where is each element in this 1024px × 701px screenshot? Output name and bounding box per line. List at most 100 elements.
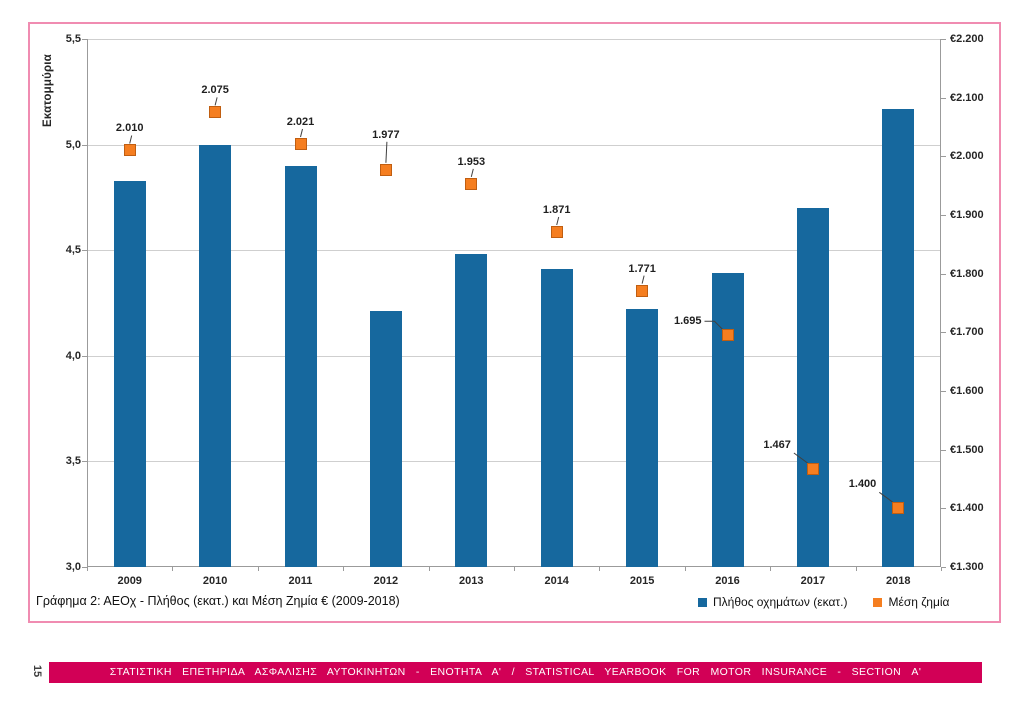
marker-2014 (550, 226, 563, 238)
marker-2013 (465, 177, 478, 190)
right-axis-line (940, 39, 941, 567)
leader-line (385, 141, 388, 163)
x-axis-label-2011: 2011 (288, 575, 313, 587)
data-label-2013: 1.953 (457, 155, 486, 168)
x-axis-line (87, 566, 941, 567)
right-axis-tick-label: €1.700 (950, 326, 984, 339)
marker-2010 (209, 106, 222, 119)
leader-line (300, 128, 303, 138)
left-axis-tick (82, 39, 87, 40)
marker-2016 (721, 329, 734, 342)
right-axis-tick (941, 508, 946, 510)
leader-line (704, 320, 725, 332)
legend-swatch-blue (698, 597, 707, 607)
data-label-2011: 2.021 (286, 116, 315, 128)
marker-2012 (379, 163, 392, 176)
data-label-2015: 1.771 (628, 262, 656, 275)
bar-2010 (199, 144, 232, 567)
x-axis-label-2017: 2017 (800, 575, 826, 587)
x-axis-label-2012: 2012 (373, 575, 399, 587)
left-axis-title: Εκατομμύρια (42, 54, 54, 128)
x-axis-tick (599, 567, 601, 571)
x-axis-label-2016: 2016 (715, 575, 740, 587)
leader-line (641, 275, 645, 284)
bar-2018 (882, 108, 915, 567)
x-axis-tick (257, 567, 259, 571)
left-axis-tick (82, 567, 87, 568)
right-axis-tick-label: €1.500 (950, 443, 984, 456)
x-axis-tick (87, 567, 88, 571)
marker-2011 (294, 138, 307, 150)
leader-line (214, 97, 218, 106)
legend-label-average-claim: Μέση ζημία (888, 595, 950, 609)
x-axis-tick (770, 567, 772, 571)
gridline (87, 39, 941, 40)
right-axis-tick (941, 97, 946, 99)
bar-2009 (113, 180, 146, 567)
legend-swatch-orange (873, 597, 883, 607)
right-axis-tick (941, 391, 946, 392)
right-axis-tick-label: €1.300 (950, 561, 984, 573)
gridline (87, 144, 941, 146)
chart-frame: Εκατομμύρια 2.010 2.075 2.021 1.977 1.953 1.8… (28, 22, 1001, 623)
legend-item-vehicle-count: Πλήθος οχημάτων (εκατ.) (698, 595, 847, 609)
x-axis-label-2009: 2009 (117, 575, 142, 587)
bar-2014 (540, 269, 573, 567)
left-axis-line (87, 39, 88, 567)
bar-2012 (369, 311, 402, 567)
left-axis-tick-label: 5,0 (65, 138, 81, 151)
right-axis-tick-label: €1.800 (950, 267, 984, 280)
footer-banner: ΣΤΑΤΙΣΤΙΚΗ ΕΠΕΤΗΡΙΔΑ ΑΣΦΑΛΙΣΗΣ ΑΥΤΟΚΙΝΗΤ… (49, 662, 982, 683)
bar-2017 (796, 207, 829, 567)
gridline (87, 355, 941, 357)
right-axis-tick (941, 567, 946, 568)
data-label-2016: 1.695 (673, 315, 702, 328)
x-axis-tick (428, 567, 430, 571)
marker-2015 (636, 284, 649, 297)
left-axis-tick (82, 461, 87, 463)
right-axis-tick (941, 156, 946, 158)
chart-caption: Γράφημα 2: ΑΕΟχ - Πλήθος (εκατ.) και Μέσ… (36, 594, 400, 608)
marker-2009 (123, 144, 136, 157)
right-axis-tick (941, 332, 946, 334)
left-axis-tick-label: 3,5 (65, 455, 81, 468)
left-axis-tick (82, 355, 87, 357)
x-axis-label-2018: 2018 (886, 575, 911, 587)
x-axis-label-2010: 2010 (202, 575, 228, 587)
plot-area: 2.010 2.075 2.021 1.977 1.953 1.871 1.771 1.695… (82, 39, 946, 571)
right-axis-tick (941, 39, 946, 40)
x-axis-tick (941, 567, 942, 571)
x-axis-tick (514, 567, 515, 571)
leader-line (470, 168, 474, 178)
legend-item-average-claim: Μέση ζημία (873, 595, 950, 609)
data-label-2017: 1.467 (763, 439, 791, 452)
legend: Πλήθος οχημάτων (εκατ.) Μέση ζημία (698, 595, 950, 609)
right-axis-tick-label: €1.400 (950, 502, 984, 515)
right-axis-tick-label: €2.100 (950, 91, 984, 104)
x-axis-label-2015: 2015 (629, 575, 655, 587)
bar-2016 (711, 273, 744, 567)
right-axis-tick-label: €1.600 (950, 385, 984, 397)
left-axis-tick-label: 5,5 (65, 33, 81, 45)
bar-2013 (455, 254, 488, 567)
right-axis-tick-label: €2.200 (950, 33, 984, 45)
left-axis-tick-label: 3,0 (65, 561, 81, 573)
leader-line (556, 216, 560, 226)
data-label-2014: 1.871 (542, 204, 571, 216)
left-axis-tick-label: 4,0 (65, 349, 81, 362)
legend-label-vehicle-count: Πλήθος οχημάτων (εκατ.) (713, 595, 848, 609)
right-axis-tick (941, 449, 946, 451)
leader-line (879, 491, 895, 504)
x-axis-tick (855, 567, 857, 571)
right-axis-tick (941, 273, 946, 275)
data-label-2010: 2.075 (201, 84, 229, 97)
right-axis-tick-label: €2.000 (950, 150, 984, 163)
page-number: 15 (31, 664, 43, 678)
gridline (87, 250, 941, 252)
leader-line (793, 452, 810, 465)
label-leader-lines (129, 97, 895, 504)
left-axis-tick (82, 144, 87, 146)
x-axis-label-2013: 2013 (459, 575, 484, 587)
x-axis-label-2014: 2014 (544, 575, 569, 587)
